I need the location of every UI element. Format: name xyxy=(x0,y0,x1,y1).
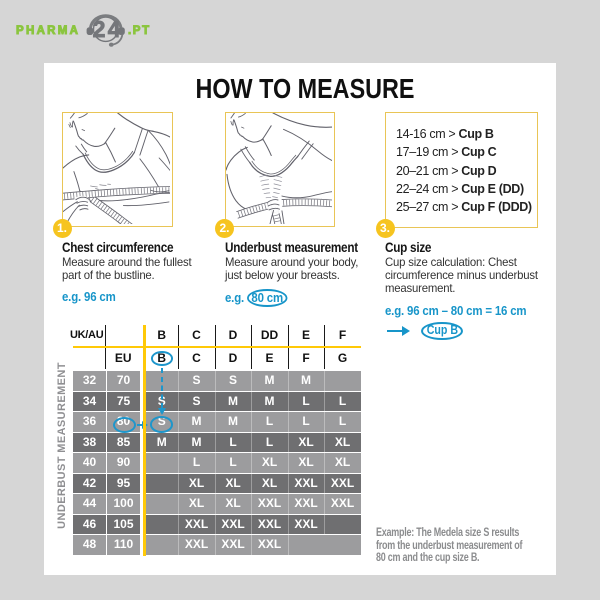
svg-text:24: 24 xyxy=(93,16,121,42)
svg-text:PHARMA: PHARMA xyxy=(16,25,80,37)
svg-text:.PT: .PT xyxy=(128,25,151,37)
